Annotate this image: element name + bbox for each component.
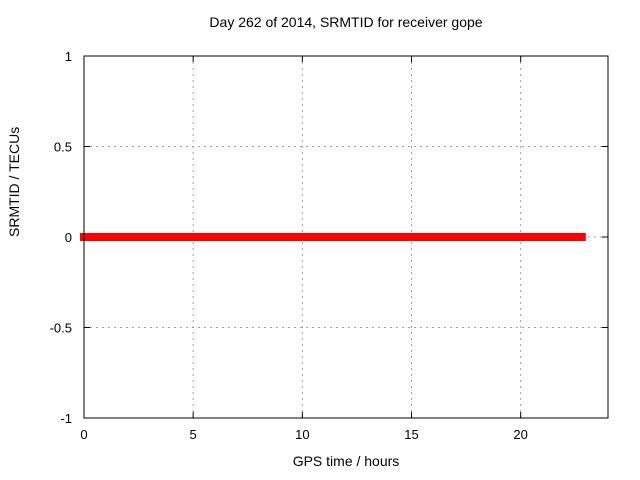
y-tick-label: 1 <box>65 49 72 64</box>
x-tick-label: 20 <box>513 427 527 442</box>
x-tick-label: 15 <box>404 427 418 442</box>
y-tick-label: 0.5 <box>54 140 72 155</box>
x-tick-label: 10 <box>295 427 309 442</box>
x-tick-label: 5 <box>190 427 197 442</box>
chart-title: Day 262 of 2014, SRMTID for receiver gop… <box>209 14 483 30</box>
x-tick-label: 0 <box>80 427 87 442</box>
y-tick-label: 0 <box>65 230 72 245</box>
y-tick-label: -1 <box>60 411 72 426</box>
plot-border <box>83 55 609 419</box>
y-tick-label: -0.5 <box>50 321 72 336</box>
x-axis-label: GPS time / hours <box>292 453 400 469</box>
